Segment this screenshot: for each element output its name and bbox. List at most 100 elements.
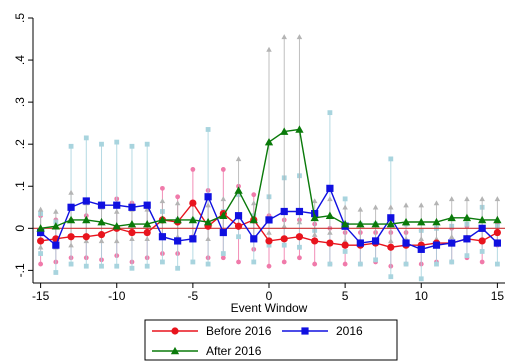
data-point: [143, 228, 151, 237]
data-point: [311, 209, 319, 218]
data-point: [128, 203, 136, 211]
data-point: [128, 228, 136, 237]
ci-lower-point: [434, 261, 439, 267]
data-point: [417, 217, 426, 226]
data-point: [249, 215, 258, 224]
data-point: [52, 241, 60, 249]
data-point: [143, 201, 151, 209]
ci-upper-point: [433, 200, 440, 206]
ci-upper-point: [327, 110, 333, 116]
series-lines: [36, 125, 502, 253]
data-point: [67, 233, 75, 241]
ci-lower-point: [114, 263, 120, 269]
legend: Before 2016 2016 After 2016: [144, 319, 398, 361]
data-point: [204, 193, 212, 201]
y-tick-label: .1: [13, 181, 27, 191]
ci-upper-point: [68, 189, 74, 195]
ci-lower-point: [99, 263, 104, 269]
data-point: [143, 219, 152, 228]
data-point: [356, 219, 365, 228]
ci-upper-point: [190, 167, 196, 172]
ci-upper-point: [448, 196, 455, 202]
x-axis-ticks: -15 -10 -5 0 5 10 15: [32, 283, 504, 303]
ci-lower-point: [98, 238, 105, 244]
data-point: [97, 217, 106, 226]
ci-lower-point: [205, 236, 211, 242]
ci-lower-point: [144, 263, 150, 269]
data-point: [462, 213, 472, 222]
x-tick-label: -15: [32, 289, 50, 303]
ci-lower-point: [37, 244, 44, 250]
ci-upper-point: [464, 196, 470, 202]
data-point: [493, 228, 501, 237]
ci-upper-point: [266, 46, 272, 52]
legend-marker: [170, 346, 180, 355]
ci-lower-point: [160, 259, 165, 265]
ci-upper-point: [388, 156, 394, 162]
ci-lower-point: [357, 261, 363, 267]
data-point: [37, 228, 45, 237]
ci-lower-point: [236, 234, 241, 240]
data-point: [325, 211, 335, 220]
ci-upper-point: [144, 141, 150, 147]
data-point: [127, 219, 137, 228]
ci-upper-point: [388, 204, 394, 210]
y-tick-label: 0: [13, 225, 27, 232]
ci-upper-point: [205, 202, 211, 208]
ci-upper-point: [175, 194, 181, 200]
ci-upper-point: [479, 196, 485, 202]
ci-lower-point: [281, 259, 287, 265]
ci-upper-point: [99, 141, 104, 147]
data-point: [295, 207, 304, 216]
legend-label: After 2016: [206, 344, 262, 358]
ci-lower-point: [494, 261, 500, 267]
ci-upper-point: [357, 206, 364, 212]
data-point: [189, 235, 197, 243]
ci-lower-point: [266, 229, 272, 235]
x-tick-label: -10: [108, 289, 126, 303]
data-point: [326, 239, 334, 247]
ci-lower-point: [236, 259, 241, 265]
ci-lower-point: [220, 255, 226, 261]
ci-upper-point: [37, 206, 44, 212]
y-tick-label: .3: [13, 97, 27, 107]
ci-upper-point: [342, 196, 348, 202]
x-tick-label: 0: [266, 289, 273, 303]
ci-lower-point: [205, 261, 211, 267]
ci-lower-point: [449, 259, 455, 265]
ci-lower-point: [311, 231, 318, 237]
data-point: [188, 215, 198, 224]
data-point: [97, 231, 106, 239]
ci-upper-point: [342, 204, 348, 210]
data-point: [295, 125, 304, 133]
data-point: [432, 217, 441, 226]
data-point: [264, 137, 274, 146]
ci-lower-point: [342, 261, 348, 267]
ci-lower-point: [68, 242, 74, 248]
ci-upper-point: [403, 202, 409, 208]
data-point: [66, 215, 76, 224]
ci-lower-point: [175, 265, 181, 271]
ci-upper-point: [220, 196, 227, 202]
data-point: [493, 215, 502, 224]
ci-lower-point: [327, 261, 333, 267]
data-point: [478, 224, 486, 232]
data-point: [387, 243, 395, 251]
ci-lower-point: [220, 251, 226, 256]
x-tick-label: 5: [342, 289, 349, 303]
ci-upper-point: [114, 139, 120, 145]
legend-marker: [171, 327, 179, 335]
legend-label: Before 2016: [206, 324, 272, 338]
data-point: [311, 237, 319, 245]
ci-lower-point: [479, 249, 485, 254]
ci-upper-point: [251, 200, 257, 206]
ci-upper-point: [53, 208, 59, 214]
ci-upper-point: [418, 202, 425, 208]
data-point: [174, 237, 182, 245]
ci-lower-point: [144, 236, 150, 242]
ci-lower-point: [38, 251, 44, 256]
data-point: [67, 203, 75, 211]
data-point: [112, 222, 121, 230]
